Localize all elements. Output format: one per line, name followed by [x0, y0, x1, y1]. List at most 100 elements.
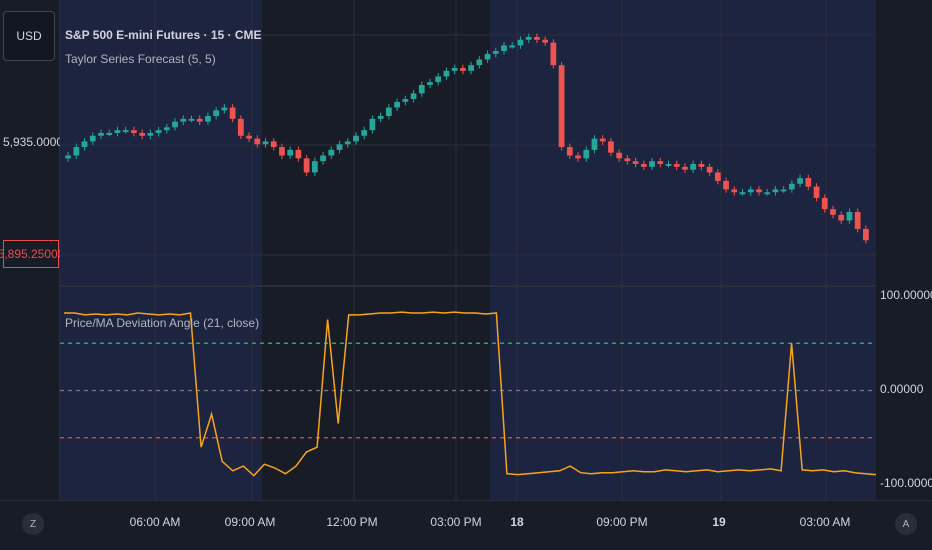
candle-body [311, 161, 318, 173]
candle-body [180, 118, 187, 122]
indicator-series-line [64, 311, 876, 477]
candle-body [542, 39, 549, 43]
candle-body [89, 135, 96, 142]
candle-body [632, 161, 639, 164]
candle-body [303, 158, 310, 173]
candle-body [566, 147, 573, 156]
time-label-0: 06:00 AM [129, 515, 181, 529]
candle-body [402, 99, 409, 102]
candle-body [731, 189, 738, 193]
candle-body [188, 118, 195, 121]
candle-body [665, 164, 672, 166]
candle-body [468, 65, 474, 71]
candle-body [583, 149, 590, 159]
current-price-marker: 5,895.25000 [0, 240, 64, 268]
candle-body [788, 183, 795, 190]
candle-body [797, 178, 803, 184]
candle-body [147, 132, 154, 136]
candle-body [451, 68, 458, 71]
candle-body [599, 138, 606, 142]
candle-body [279, 147, 285, 156]
candle-body [854, 212, 861, 229]
candle-body [155, 130, 162, 133]
candle-body [673, 164, 680, 167]
candle-body [863, 228, 869, 241]
candle-body [262, 141, 269, 145]
candle-body [739, 192, 746, 195]
candle-body [723, 180, 729, 190]
candle-body [558, 65, 565, 148]
candle-body [608, 141, 614, 153]
time-label-7: 03:00 AM [799, 515, 851, 529]
candle-body [172, 121, 178, 128]
candle-body [344, 141, 351, 145]
candle-body [205, 116, 211, 122]
candle-body [484, 53, 491, 60]
candle-body [353, 135, 359, 142]
time-axis[interactable]: Z 06:00 AM 09:00 AM 12:00 PM 03:00 PM 18… [0, 500, 932, 550]
candle-body [764, 192, 771, 195]
candle-body [196, 118, 203, 122]
candle-body [394, 101, 400, 108]
candle-body [714, 172, 721, 181]
candle-body [649, 161, 655, 167]
candle-body [838, 214, 845, 221]
candle-body [591, 138, 598, 150]
left-price-axis: USD 5,935.00000 5,895.25000 [0, 0, 70, 500]
time-label-1: 09:00 AM [224, 515, 276, 529]
time-label-4: 18 [510, 515, 524, 529]
indicator-axis-bottom: -100.00000 [880, 476, 932, 490]
candle-body [509, 45, 516, 48]
candle-body [410, 93, 417, 100]
candle-body [361, 130, 368, 136]
candle-body [221, 107, 228, 111]
candle-body [254, 138, 261, 145]
candle-body [114, 130, 121, 133]
price-scale-label: 5,935.00000 [3, 135, 70, 149]
candle-body [328, 149, 335, 156]
candle-body [81, 141, 88, 148]
candle-body [106, 132, 113, 135]
zoom-button[interactable]: Z [22, 513, 44, 535]
candle-body [213, 110, 220, 116]
candle-body [336, 144, 343, 150]
time-label-6: 19 [712, 515, 726, 529]
candle-body [550, 42, 557, 66]
chart-canvas[interactable] [60, 0, 876, 500]
chart-area[interactable] [60, 0, 876, 500]
candle-body [369, 118, 376, 131]
candle-body [698, 164, 705, 167]
candle-body [805, 178, 812, 187]
indicator-axis-top: 100.00000 [880, 288, 932, 302]
candle-body [122, 130, 129, 133]
candle-body [821, 197, 828, 210]
currency-button[interactable]: USD [3, 11, 55, 61]
candle-body [443, 70, 450, 77]
candle-body [460, 68, 466, 71]
candle-body [772, 189, 779, 193]
candle-body [846, 212, 853, 221]
candle-body [492, 51, 499, 54]
candle-body [73, 147, 80, 156]
candle-body [163, 127, 170, 131]
session-shade-1 [60, 0, 262, 500]
candle-body [139, 132, 146, 136]
overlay-legend[interactable]: Taylor Series Forecast (5, 5) [65, 52, 216, 66]
candle-body [690, 164, 697, 170]
candle-body [682, 166, 688, 170]
time-label-5: 09:00 PM [596, 515, 648, 529]
right-indicator-axis: 100.00000 0.00000 -100.00000 [876, 0, 932, 500]
auto-scale-button[interactable]: A [895, 513, 917, 535]
symbol-title[interactable]: S&P 500 E-mini Futures · 15 · CME [65, 28, 262, 42]
indicator-axis-zero: 0.00000 [880, 382, 924, 396]
candle-body [435, 76, 442, 83]
candle-body [237, 118, 244, 136]
indicator-legend[interactable]: Price/MA Deviation Angle (21, close) [65, 316, 260, 330]
candle-body [813, 186, 820, 198]
time-label-2: 12:00 PM [326, 515, 378, 529]
candle-body [320, 155, 326, 162]
candle-body [427, 82, 433, 85]
candle-body [575, 155, 581, 159]
candle-body [706, 166, 713, 173]
candle-body [385, 107, 392, 116]
